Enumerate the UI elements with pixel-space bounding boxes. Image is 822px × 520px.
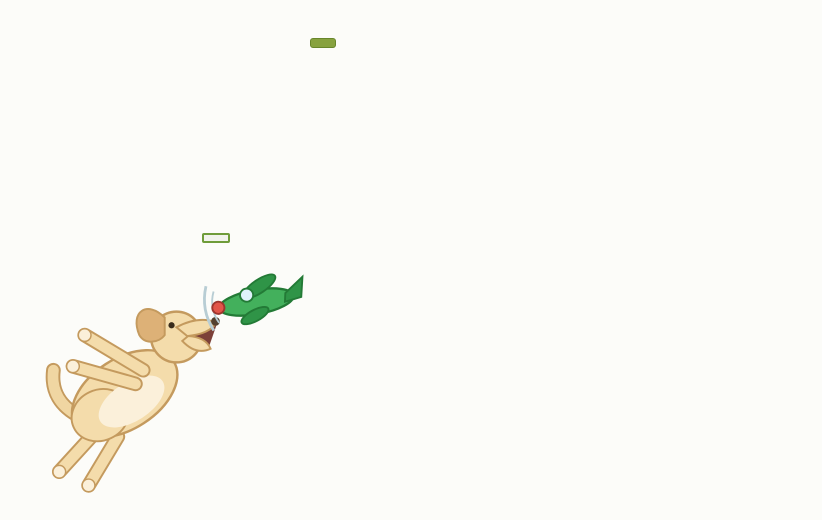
dog-paw [77, 327, 92, 343]
legend-item-90ma [778, 24, 804, 27]
plane-cockpit [239, 287, 255, 303]
dog-belly [98, 375, 165, 428]
propeller-arc [203, 285, 215, 332]
legend-swatch-ma60 [38, 287, 58, 290]
dog-paw4 [81, 478, 96, 493]
legend-swatch-90ma [778, 24, 798, 27]
legend-swatch-ma30 [38, 281, 58, 284]
dog-eye [168, 322, 175, 329]
plane-wing-bottom [240, 306, 270, 326]
sell-point-badge [310, 38, 336, 48]
dog-paw2 [65, 359, 81, 374]
dog-hindleg2 [83, 431, 124, 491]
legend-item-60ma [778, 18, 804, 21]
dog-image [45, 308, 220, 493]
legend-swatch-60ma [778, 18, 798, 21]
legend-item-30ma [778, 12, 804, 15]
event-annotation-bar [202, 233, 230, 243]
legend-top [778, 12, 804, 27]
legend-item-ma60 [38, 287, 64, 290]
legend-item-ma30 [38, 281, 64, 284]
dog-foreleg [79, 329, 149, 376]
plane-propeller-hub [211, 300, 226, 315]
legend-swatch-30ma [778, 12, 798, 15]
dog-lower-jaw [180, 335, 212, 352]
dog-ear [135, 308, 166, 343]
dog-paw3 [52, 464, 67, 479]
toy-plane-image [203, 273, 304, 332]
plane-tail [283, 274, 304, 304]
dog-foreleg2 [67, 360, 141, 390]
